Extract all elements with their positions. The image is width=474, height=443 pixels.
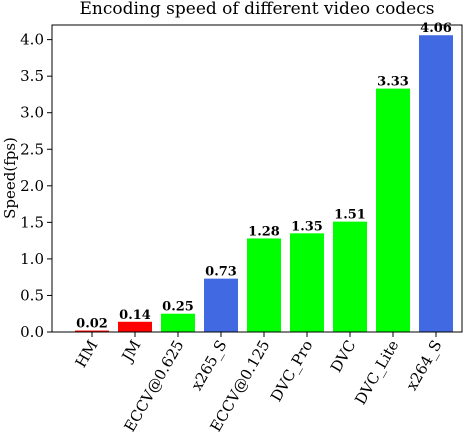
bar [290, 233, 324, 332]
value-label: 1.28 [248, 224, 280, 239]
value-label: 4.06 [420, 21, 452, 36]
x-tick-label: DVC_Lite [351, 337, 402, 408]
y-tick-label: 4.0 [20, 31, 44, 49]
bar [75, 330, 109, 332]
y-tick-label: 0.5 [20, 286, 44, 304]
y-tick-label: 1.0 [20, 250, 44, 268]
x-tick-label: DVC_Pro [267, 337, 317, 405]
value-label: 1.35 [291, 219, 323, 234]
y-tick-label: 2.5 [20, 140, 44, 158]
bar [247, 238, 281, 332]
bar [118, 321, 152, 332]
x-tick-label: x265_S [187, 337, 230, 394]
y-axis-label: Speed(fps) [1, 137, 19, 219]
value-label: 3.33 [377, 75, 409, 90]
x-tick-label: HM [72, 337, 102, 371]
y-tick-label: 3.5 [20, 67, 44, 85]
x-tick-label: DVC [327, 337, 360, 376]
value-label: 0.25 [162, 300, 194, 315]
x-tick-label: x264_S [402, 337, 445, 394]
y-tick-label: 0.0 [20, 323, 44, 341]
bar [204, 278, 238, 332]
x-tick-label: JM [117, 337, 144, 366]
chart-title: Encoding speed of different video codecs [79, 0, 434, 19]
value-label: 0.14 [119, 308, 151, 323]
bar [376, 88, 410, 332]
value-label: 1.51 [334, 208, 366, 223]
value-label: 0.73 [205, 265, 237, 280]
y-tick-label: 1.5 [20, 213, 44, 231]
y-tick-label: 2.0 [20, 177, 44, 195]
y-tick-label: 3.0 [20, 104, 44, 122]
bar [419, 35, 453, 332]
bar [161, 313, 195, 332]
bar [333, 221, 367, 332]
value-label: 0.02 [76, 317, 108, 332]
plot-frame [51, 24, 463, 333]
